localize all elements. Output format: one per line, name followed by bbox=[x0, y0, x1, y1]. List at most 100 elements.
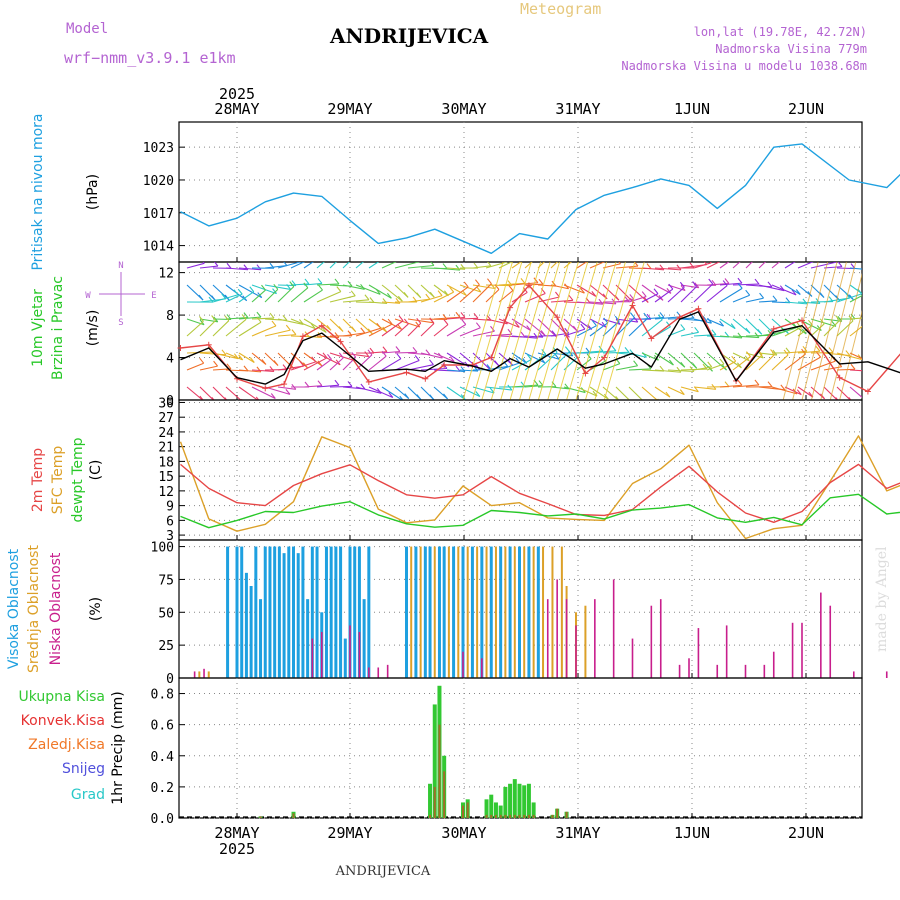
wind-barb bbox=[732, 318, 751, 334]
wind-barb-flag bbox=[442, 363, 448, 369]
wind-gust-hatch bbox=[509, 262, 551, 400]
conv-rain-bar bbox=[429, 814, 432, 818]
wind-barb-flag bbox=[283, 262, 288, 266]
wind-barb bbox=[849, 295, 862, 303]
wind-barb bbox=[316, 352, 341, 366]
wind-barb-flag bbox=[311, 252, 315, 257]
wind-barb bbox=[758, 354, 775, 371]
wind-barb bbox=[719, 318, 736, 330]
wind-barb-flag bbox=[317, 360, 323, 367]
high-cloud-bar bbox=[277, 546, 281, 678]
wind-barb bbox=[394, 359, 420, 371]
wind-barb-flag bbox=[580, 287, 585, 294]
wind-barb bbox=[784, 262, 796, 269]
wind-barb-flag bbox=[303, 282, 309, 289]
high-cloud-bar bbox=[249, 586, 253, 678]
wind-barb bbox=[667, 369, 694, 373]
wind-barb bbox=[511, 335, 538, 339]
wind-barb bbox=[849, 317, 862, 320]
wind-barb-flag bbox=[243, 365, 249, 372]
wind-barb-flag bbox=[820, 393, 826, 400]
wind-barb bbox=[420, 352, 443, 359]
temp-unit: (C) bbox=[88, 460, 104, 481]
wind-barb bbox=[849, 369, 862, 372]
wind-gust-hatch bbox=[603, 262, 645, 400]
date-tick-label: 29MAY bbox=[327, 824, 372, 842]
wind-barb bbox=[836, 320, 854, 337]
y-tick-label: 9 bbox=[166, 500, 174, 515]
high-cloud-bar bbox=[461, 546, 465, 678]
wind-gust-hatch bbox=[575, 262, 617, 400]
high-cloud-bar bbox=[310, 546, 314, 678]
high-cloud-bar bbox=[414, 546, 418, 678]
wind-gust-hatch bbox=[500, 262, 542, 400]
wind-barb-flag bbox=[588, 253, 592, 258]
wind-barb-flag bbox=[551, 280, 557, 287]
wind-barb-flag bbox=[310, 323, 316, 329]
y-tick-label: 0.0 bbox=[151, 812, 174, 827]
wind-barb bbox=[797, 350, 820, 354]
footer-station: ANDRIJEVICA bbox=[335, 864, 431, 879]
wind-barb-flag bbox=[702, 315, 708, 322]
wind-barb-flag bbox=[759, 292, 765, 299]
wind-barb-flag bbox=[863, 317, 867, 322]
wind-barb bbox=[810, 262, 837, 269]
wind-barb bbox=[485, 386, 512, 391]
wind-barb-flag bbox=[538, 278, 544, 285]
wind-barb-flag bbox=[507, 328, 513, 335]
high-cloud-bar bbox=[428, 546, 432, 678]
conv-rain-bar bbox=[499, 814, 502, 818]
wind-barb-flag bbox=[387, 318, 393, 325]
y-tick-label: 12 bbox=[158, 267, 174, 282]
wind-barb bbox=[329, 295, 356, 303]
wind-barb-flag bbox=[772, 295, 778, 302]
y-tick-label: 75 bbox=[158, 573, 174, 588]
wind-barb bbox=[316, 358, 332, 371]
wind-barb bbox=[602, 263, 621, 269]
wind-barb bbox=[472, 284, 495, 290]
wind-barb-flag bbox=[601, 321, 607, 328]
wind-barb-flag bbox=[238, 354, 244, 361]
wind-barb-flag bbox=[758, 247, 762, 252]
wind-barbs bbox=[186, 247, 868, 400]
low-cloud-bar bbox=[565, 599, 568, 678]
wind-barb-flag bbox=[347, 381, 353, 387]
wind-gust-hatch bbox=[792, 262, 829, 400]
wind-barb-flag bbox=[414, 355, 420, 361]
wind-barb bbox=[394, 262, 421, 269]
wind-barb-flag bbox=[249, 286, 255, 293]
wind-barb bbox=[537, 352, 560, 360]
wind-gust-hatch bbox=[829, 272, 862, 400]
wind-barb-flag bbox=[745, 327, 751, 334]
wind-barb-flag bbox=[317, 278, 323, 284]
precip-label-1: Ukupna Kisa bbox=[18, 689, 105, 705]
wind-barb-flag bbox=[837, 262, 843, 267]
wind-barb bbox=[446, 267, 465, 270]
wind-barb-flag bbox=[864, 313, 868, 318]
wind-barb bbox=[576, 262, 588, 269]
lonlat-label: lon,lat (19.78E, 42.72N) bbox=[694, 25, 867, 39]
low-cloud-bar bbox=[594, 599, 596, 678]
wind-barb bbox=[368, 301, 387, 305]
wind-barb-flag bbox=[828, 347, 834, 353]
wind-barb-flag bbox=[580, 323, 586, 330]
high-cloud-bar bbox=[334, 546, 338, 678]
wind-barb bbox=[264, 288, 279, 303]
low-cloud-bar bbox=[320, 632, 323, 678]
wind-barb-flag bbox=[633, 262, 639, 267]
wind-barb-flag bbox=[412, 346, 418, 353]
rain-bar bbox=[531, 802, 536, 818]
mid-cloud-bar bbox=[485, 546, 488, 678]
panel-frame bbox=[178, 399, 863, 541]
high-cloud-bar bbox=[343, 638, 347, 678]
high-cloud-bar bbox=[527, 546, 531, 678]
wind-barb-flag bbox=[198, 316, 204, 322]
wind-barb-flag bbox=[271, 320, 277, 327]
precip-unit: 1hr Precip (mm) bbox=[110, 691, 126, 804]
wind-barb bbox=[589, 301, 616, 305]
low-cloud-bar bbox=[203, 668, 205, 678]
wind-barb bbox=[693, 283, 714, 303]
wind-barb bbox=[186, 320, 204, 337]
model-name: wrf−nmm_v3.9.1 e1km bbox=[64, 49, 236, 67]
